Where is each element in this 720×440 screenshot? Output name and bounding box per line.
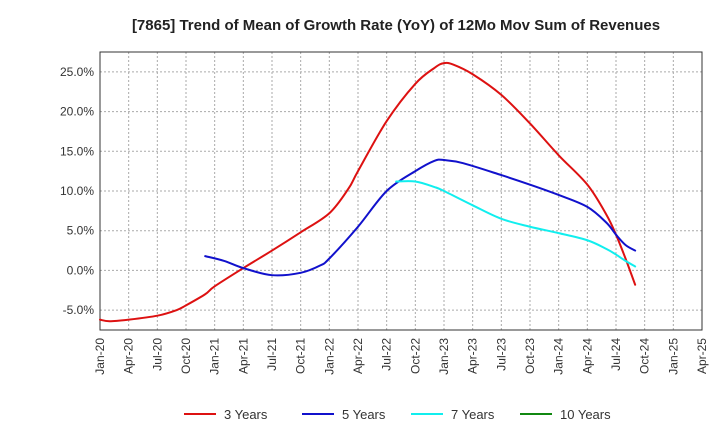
series-line-5-years <box>204 158 637 277</box>
x-tick-label: Apr-21 <box>236 338 250 374</box>
x-tick-label: Apr-23 <box>466 338 480 374</box>
legend-label-10-years: 10 Years <box>560 407 611 422</box>
x-tick-label: Oct-22 <box>408 338 422 374</box>
y-tick-label: 15.0% <box>60 144 94 158</box>
x-tick-label: Apr-20 <box>122 338 136 374</box>
legend-label-5-years: 5 Years <box>342 407 386 422</box>
plot-area: Jan-20 Apr-20 Jul-20 Oct-20 Jan-21 Apr-21 Jul-… <box>60 51 709 375</box>
series-line-7-years <box>395 180 637 268</box>
series-line-3-years <box>99 61 637 323</box>
x-tick-label: Jan-20 <box>93 338 107 375</box>
x-tick-label: Oct-20 <box>179 338 193 374</box>
y-tick-label: -5.0% <box>63 303 95 317</box>
x-tick-label: Oct-23 <box>523 338 537 374</box>
legend-label-3-years: 3 Years <box>224 407 268 422</box>
x-tick-label: Jan-21 <box>208 338 222 375</box>
x-tick-label: Jul-21 <box>265 338 279 371</box>
y-tick-label: 20.0% <box>60 105 94 119</box>
y-tick-label: 5.0% <box>67 224 95 238</box>
x-tick-label: Jul-24 <box>609 338 623 371</box>
chart-title: [7865] Trend of Mean of Growth Rate (YoY… <box>132 17 660 34</box>
legend: 3 Years 5 Years 7 Years 10 Years <box>184 407 611 422</box>
x-tick-label: Jan-25 <box>666 338 680 375</box>
plot-frame <box>99 51 703 331</box>
x-tick-label: Apr-25 <box>695 338 709 374</box>
x-tick-label: Jul-22 <box>380 338 394 371</box>
legend-label-7-years: 7 Years <box>451 407 495 422</box>
x-tick-label: Oct-21 <box>294 338 308 374</box>
x-tick-label: Apr-24 <box>580 338 594 374</box>
y-tick-label: 0.0% <box>67 263 95 277</box>
x-tick-label: Jul-20 <box>150 338 164 371</box>
x-tick-label: Jan-22 <box>322 338 336 375</box>
y-tick-label: 10.0% <box>60 184 94 198</box>
x-tick-label: Jan-24 <box>552 338 566 375</box>
y-tick-label: 25.0% <box>60 65 94 79</box>
x-tick-label: Jan-23 <box>437 338 451 375</box>
x-tick-label: Apr-22 <box>351 338 365 374</box>
x-tick-label: Jul-23 <box>494 338 508 371</box>
x-tick-label: Oct-24 <box>638 338 652 374</box>
